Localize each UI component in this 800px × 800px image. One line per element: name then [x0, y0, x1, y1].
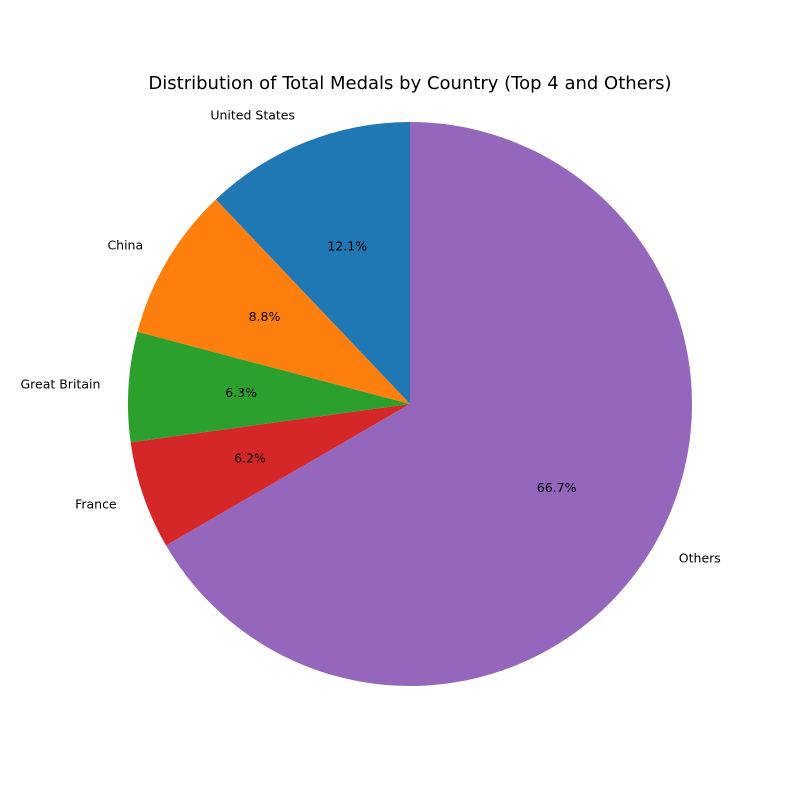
pie-slice-china	[137, 199, 410, 404]
slice-label-others: Others	[679, 550, 721, 565]
pie-slice-others	[166, 122, 692, 686]
slice-percent-china: 8.8%	[249, 309, 281, 324]
slice-label-china: China	[107, 237, 143, 252]
slice-percent-france: 6.2%	[234, 451, 266, 466]
chart-title: Distribution of Total Medals by Country …	[148, 73, 671, 94]
slice-percent-united-states: 12.1%	[327, 238, 367, 253]
pie-labels: United States 12.1% China 8.8% Great Britain…	[20, 107, 720, 565]
slice-label-united-states: United States	[210, 107, 295, 122]
slice-label-france: France	[75, 496, 117, 511]
slice-label-great-britain: Great Britain	[20, 377, 100, 392]
slice-percent-others: 66.7%	[537, 480, 577, 495]
pie-slice-france	[130, 404, 410, 546]
slice-percent-great-britain: 6.3%	[225, 385, 257, 400]
pie-slice-united-states	[215, 122, 410, 404]
pie-slices	[127, 122, 692, 686]
pie-slice-great-britain	[127, 331, 410, 443]
